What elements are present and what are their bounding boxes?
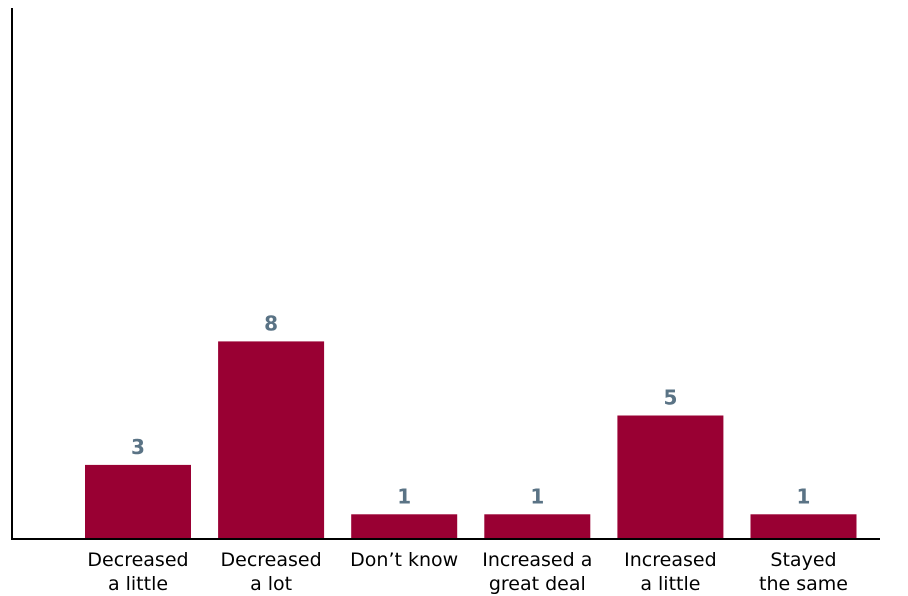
x-tick-label-0-line-0: Decreased — [87, 549, 188, 571]
x-tick-label-4-line-1: a little — [640, 573, 700, 595]
bar-value-label-1: 8 — [264, 311, 278, 335]
x-tick-label-3-line-0: Increased a — [482, 549, 592, 571]
x-tick-label-0-line-1: a little — [108, 573, 168, 595]
bar-value-label-4: 5 — [663, 386, 677, 410]
bar-value-label-0: 3 — [131, 435, 145, 459]
x-tick-label-1-line-0: Decreased — [221, 549, 322, 571]
x-tick-label-1-line-1: a lot — [250, 573, 292, 595]
bar-4 — [617, 415, 724, 539]
x-tick-label-5-line-0: Stayed — [770, 549, 836, 571]
value-labels-layer: 3 8 1 1 5 1 — [131, 311, 810, 508]
bar-value-label-2: 1 — [397, 484, 411, 508]
bar-2 — [351, 514, 458, 539]
x-tick-label-0: Decreased a little — [87, 549, 188, 595]
x-tick-label-5-line-1: the same — [759, 573, 848, 595]
x-tick-label-3-line-1: great deal — [489, 573, 586, 595]
bar-0 — [85, 464, 191, 539]
x-tick-label-4-line-0: Increased — [624, 549, 716, 571]
bar-value-label-5: 1 — [797, 484, 811, 508]
bars-layer — [85, 341, 857, 539]
x-tick-label-3: Increased a great deal — [482, 549, 592, 595]
x-tick-label-2-line-0: Don’t know — [350, 549, 458, 571]
bar-5 — [750, 514, 857, 539]
bar-3 — [484, 514, 591, 539]
x-tick-label-5: Stayed the same — [759, 549, 848, 595]
x-tick-label-2: Don’t know — [350, 549, 458, 571]
bar-value-label-3: 1 — [530, 484, 544, 508]
x-tick-label-4: Increased a little — [624, 549, 716, 595]
bar-1 — [218, 341, 325, 539]
x-tick-label-1: Decreased a lot — [221, 549, 322, 595]
